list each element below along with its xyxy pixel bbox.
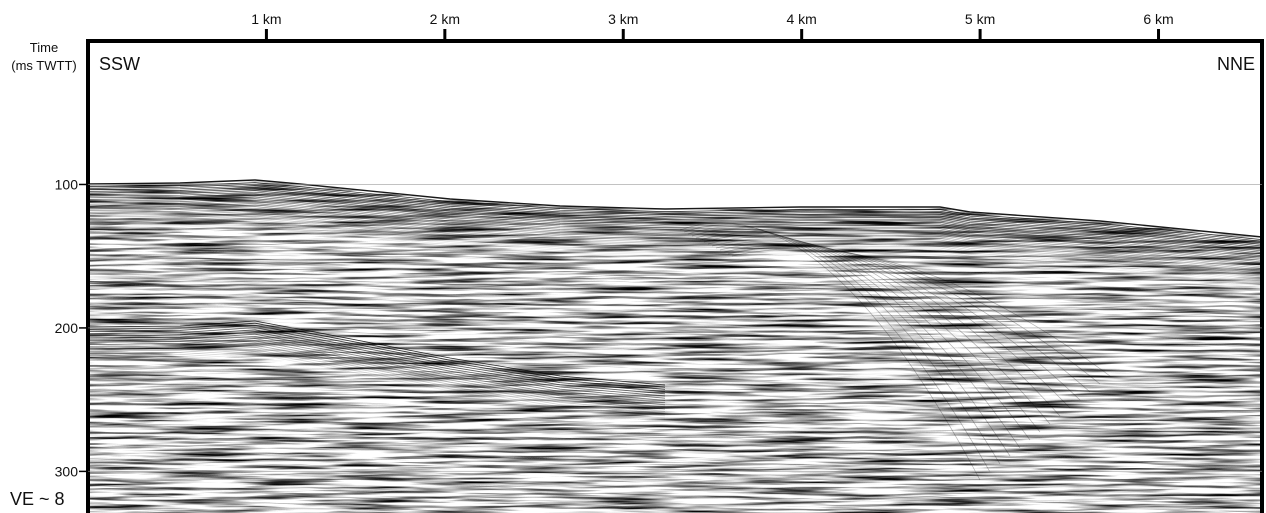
- deep-reflector: [87, 342, 666, 408]
- seabed-reflector: [87, 201, 1263, 260]
- deep-reflector: [87, 344, 666, 410]
- left-direction: SSW: [99, 54, 140, 74]
- seabed-reflector: [87, 212, 1263, 271]
- seabed-reflector: [87, 215, 1263, 274]
- x-tick-label: 6 km: [1143, 11, 1173, 27]
- dipping-reflector: [687, 226, 1001, 465]
- vertical-exaggeration: VE ~ 8: [10, 489, 65, 509]
- seabed-reflector: [87, 196, 1263, 255]
- seabed-reflector: [87, 195, 1263, 253]
- seabed-reflector: [87, 214, 1263, 272]
- deep-reflector: [87, 327, 666, 392]
- seabed-reflector: [87, 225, 1263, 284]
- deep-reflector: [87, 329, 666, 395]
- dipping-reflector: [699, 232, 1031, 441]
- x-tick-label: 2 km: [430, 11, 460, 27]
- seabed-reflector: [87, 227, 1263, 285]
- deep-reflector: [87, 333, 666, 399]
- y-axis-unit: (ms TWTT): [11, 58, 76, 73]
- dipping-reflector: [707, 236, 1051, 425]
- deep-reflector: [87, 324, 666, 390]
- deep-reflector: [87, 335, 666, 401]
- seabed-reflector: [87, 193, 1263, 252]
- y-tick-label: 300: [55, 463, 79, 479]
- dipping-reflector: [711, 238, 1061, 417]
- deep-reflector: [87, 340, 666, 406]
- seabed-reflector: [87, 190, 1263, 248]
- seismic-image: [88, 181, 1262, 513]
- seabed-reflector: [87, 222, 1263, 280]
- x-tick-label: 5 km: [965, 11, 995, 27]
- dipping-reflector: [683, 224, 991, 473]
- seabed-reflector: [87, 209, 1263, 268]
- seabed-reflector: [87, 211, 1263, 269]
- deep-reflector: [87, 331, 666, 397]
- seabed-reflector: [87, 206, 1263, 264]
- dipping-reflector: [723, 244, 1091, 393]
- y-tick-label: 200: [55, 320, 79, 336]
- dipping-reflector: [703, 234, 1041, 433]
- seabed-reflector: [87, 203, 1263, 261]
- frame: [86, 39, 1264, 513]
- deep-reflector: [87, 346, 666, 412]
- dipping-reflector: [731, 248, 1111, 377]
- seabed-reflector: [87, 188, 1263, 247]
- x-tick-label: 4 km: [787, 11, 817, 27]
- deep-reflector: [87, 320, 666, 386]
- x-tick-label: 3 km: [608, 11, 638, 27]
- dipping-reflector: [691, 228, 1011, 457]
- seabed-reflector: [87, 220, 1263, 279]
- seabed-reflector: [87, 199, 1263, 258]
- y-tick-label: 100: [55, 176, 79, 192]
- dipping-reflector: [695, 230, 1021, 449]
- dipping-reflector: [679, 222, 981, 481]
- dipping-reflector: [727, 246, 1101, 385]
- x-tick-label: 1 km: [251, 11, 281, 27]
- seabed-reflector: [87, 182, 1263, 240]
- seabed-reflector: [87, 219, 1263, 277]
- seabed-reflector: [87, 179, 1263, 238]
- dipping-reflector: [719, 242, 1081, 401]
- deep-reflector: [87, 351, 666, 417]
- dipping-reflector: [715, 240, 1071, 409]
- seabed-reflector: [87, 223, 1263, 282]
- seabed-reflector: [87, 187, 1263, 245]
- right-direction: NNE: [1217, 54, 1255, 74]
- deep-reflector: [87, 353, 666, 419]
- seabed-reflector: [87, 207, 1263, 266]
- seabed-reflector: [87, 217, 1263, 276]
- seabed-reflector: [87, 185, 1263, 244]
- seabed-reflector: [87, 204, 1263, 263]
- deep-reflector: [87, 349, 666, 414]
- deep-reflector: [87, 338, 666, 403]
- seabed-reflector: [87, 198, 1263, 256]
- y-axis-label: Time: [30, 40, 58, 55]
- seabed-reflector: [87, 191, 1263, 250]
